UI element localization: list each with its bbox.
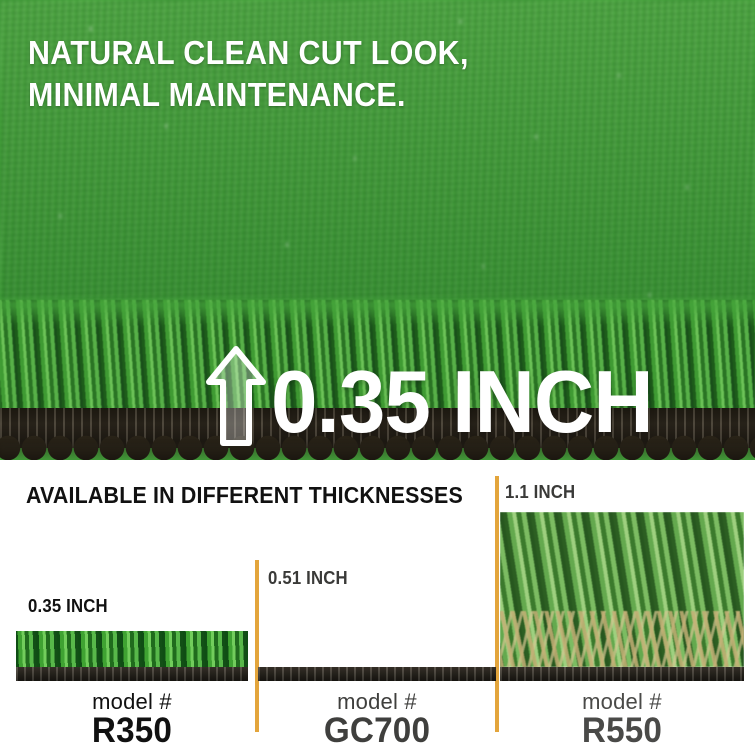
turf-near-blades: [0, 300, 755, 420]
thickness-label-gc700: 0.51 INCH: [268, 568, 348, 588]
turf-swatch-r550: [500, 512, 744, 681]
model-prefix-r350: model #: [92, 689, 172, 714]
turf-backing-edge: [0, 408, 755, 448]
model-block-gc700: model # GC700: [258, 690, 496, 749]
headline-line-2: MINIMAL MAINTENANCE.: [28, 76, 406, 113]
turf-drop-shadow: [0, 444, 755, 460]
thickness-callout-text: 0.35 INCH: [271, 352, 654, 451]
thickness-label-r350: 0.35 INCH: [28, 596, 108, 616]
turf-swatch-gc700: [258, 604, 496, 681]
hero-headline: NATURAL CLEAN CUT LOOK, MINIMAL MAINTENA…: [28, 32, 635, 116]
thickness-callout: 0.35 INCH: [205, 336, 673, 448]
column-divider-2: [495, 476, 499, 732]
turf-swatch-r350: [16, 631, 248, 681]
model-prefix-gc700: model #: [337, 689, 417, 714]
thickness-label-r550: 1.1 INCH: [505, 482, 576, 502]
model-block-r550: model # R550: [500, 690, 744, 749]
model-name-r350: R350: [91, 711, 173, 750]
model-name-r550: R550: [581, 711, 663, 750]
thickness-comparison-panel: AVAILABLE IN DIFFERENT THICKNESSES 0.35 …: [0, 460, 755, 755]
model-name-gc700: GC700: [323, 711, 431, 750]
hero-turf-photo: NATURAL CLEAN CUT LOOK, MINIMAL MAINTENA…: [0, 0, 755, 460]
column-divider-1: [255, 560, 259, 732]
panel-title: AVAILABLE IN DIFFERENT THICKNESSES: [26, 482, 463, 508]
up-arrow-icon: [206, 346, 266, 446]
headline-line-1: NATURAL CLEAN CUT LOOK,: [28, 34, 469, 71]
model-block-r350: model # R350: [16, 690, 248, 749]
model-prefix-r550: model #: [582, 689, 662, 714]
